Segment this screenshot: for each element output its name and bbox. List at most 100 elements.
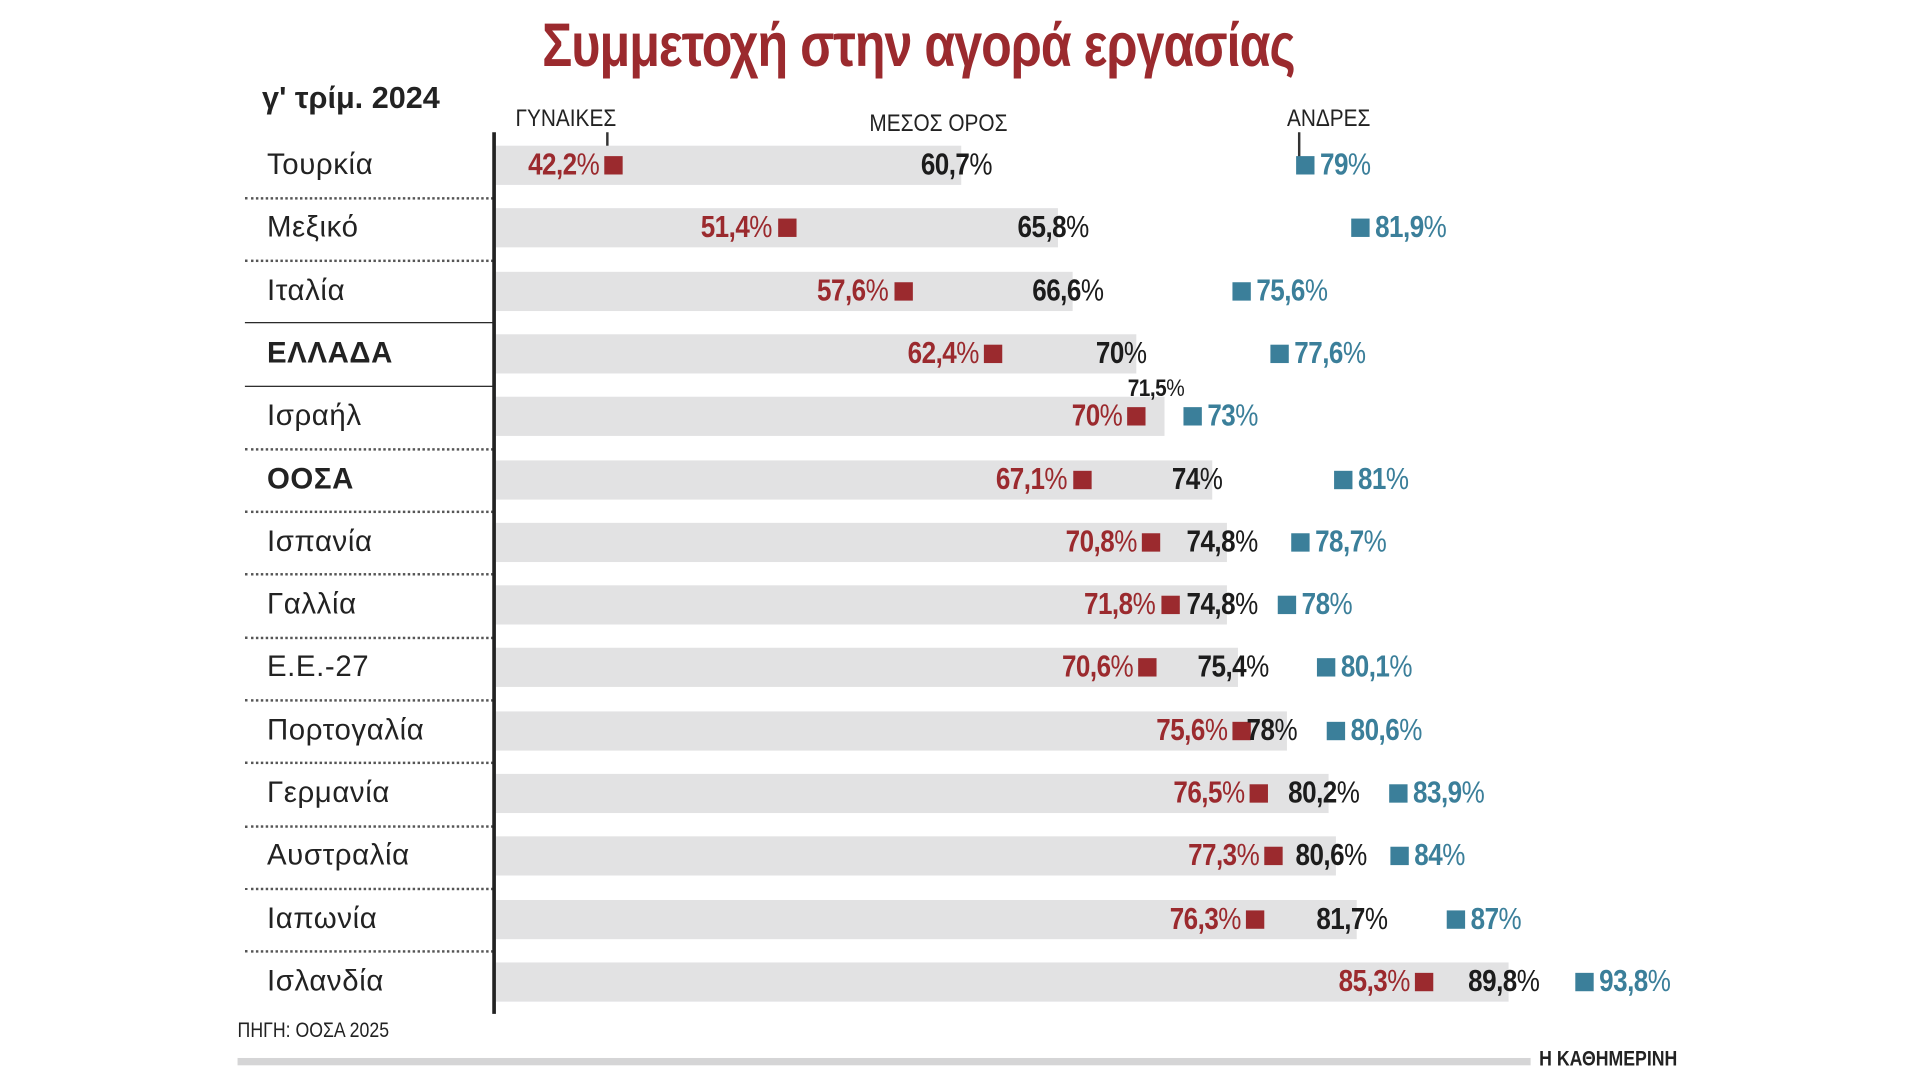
- men-marker: [1334, 470, 1353, 489]
- women-marker: [1415, 972, 1434, 992]
- value-text: 76,3: [1169, 901, 1218, 936]
- value-text: 79: [1320, 147, 1349, 182]
- value-text: 75,6: [1156, 712, 1205, 748]
- category-label: Γερμανία: [266, 776, 390, 810]
- value-text: 78,7: [1314, 524, 1364, 559]
- average-bar: [495, 585, 1227, 625]
- category-label: Ε.Ε.-27: [266, 650, 370, 684]
- men-value-label: 78%: [1302, 587, 1353, 623]
- value-text: 51,4: [700, 210, 750, 245]
- value-text: %: [1235, 398, 1259, 434]
- row-separator: [244, 762, 494, 765]
- value-text: 83,9: [1412, 775, 1462, 811]
- men-marker: [1326, 721, 1346, 740]
- value-text: %: [1386, 461, 1409, 496]
- value-text: %: [1336, 775, 1360, 811]
- women-value-label: 70,6%: [1061, 650, 1134, 686]
- men-value-label: 81%: [1358, 462, 1409, 498]
- row-separator: [244, 699, 494, 702]
- value-text: %: [1124, 335, 1147, 371]
- value-text: 60,7: [921, 147, 970, 182]
- chart-title: Συμμετοχή στην αγορά εργασίας: [542, 11, 1295, 80]
- value-text: %: [1399, 712, 1422, 748]
- value-text: 78: [1246, 712, 1275, 748]
- women-marker: [777, 218, 796, 238]
- value-text: 74,8: [1186, 524, 1236, 559]
- value-text: %: [1044, 461, 1068, 496]
- category-label: Τουρκία: [266, 148, 374, 182]
- value-text: 89,8: [1468, 964, 1518, 999]
- value-text: %: [1204, 712, 1228, 748]
- men-value-label: 83,9%: [1412, 775, 1485, 812]
- women-value-label: 71,8%: [1085, 587, 1157, 623]
- value-text: 70,6: [1061, 650, 1111, 685]
- value-text: 75,4: [1197, 650, 1247, 685]
- women-value-label: 57,6%: [817, 273, 889, 309]
- footer-rule: [237, 1057, 1531, 1066]
- row-separator: [244, 887, 494, 891]
- average-bar: [495, 711, 1288, 751]
- value-text: 70: [1096, 335, 1125, 371]
- value-text: %: [1517, 964, 1540, 999]
- value-text: %: [1221, 775, 1245, 811]
- men-value-label: 78,7%: [1314, 524, 1387, 560]
- value-text: 74: [1171, 461, 1200, 496]
- value-text: %: [956, 335, 979, 371]
- category-label: Ισπανία: [266, 525, 373, 559]
- women-marker: [1245, 909, 1265, 929]
- average-value-label: 74,8%: [1186, 524, 1258, 560]
- row-separator: [244, 824, 494, 828]
- chart-subtitle: γ' τρίμ. 2024: [262, 80, 440, 116]
- average-value-label: 66,6%: [1032, 273, 1104, 309]
- value-text: %: [1329, 587, 1353, 622]
- value-text: %: [576, 147, 600, 182]
- average-bar: [495, 522, 1227, 562]
- women-marker: [1161, 595, 1180, 615]
- value-text: %: [1166, 375, 1185, 403]
- value-text: %: [1099, 398, 1122, 434]
- value-text: 74,8: [1186, 587, 1236, 622]
- legend-women-pointer: [606, 132, 608, 157]
- men-marker: [1390, 847, 1410, 866]
- average-value-label: 70%: [1096, 336, 1147, 372]
- average-value-label: 81,7%: [1316, 901, 1388, 937]
- brand-logo: Η ΚΑΘΗΜΕΡΙΝΗ: [1539, 1046, 1678, 1071]
- value-text: %: [1389, 650, 1413, 685]
- value-text: %: [1274, 712, 1298, 748]
- value-text: %: [1235, 587, 1258, 622]
- men-value-label: 77,6%: [1294, 336, 1366, 372]
- women-value-label: 75,6%: [1156, 712, 1228, 749]
- women-value-label: 76,5%: [1173, 775, 1245, 812]
- category-label: Ιαπωνία: [266, 901, 378, 936]
- row-separator: [244, 259, 494, 262]
- value-text: %: [1246, 650, 1269, 685]
- men-marker: [1296, 156, 1316, 175]
- value-text: %: [1199, 461, 1222, 496]
- value-text: %: [749, 210, 773, 245]
- women-value-label: 76,3%: [1169, 901, 1241, 937]
- y-axis-line: [492, 132, 496, 1014]
- women-marker: [1249, 784, 1268, 803]
- men-value-label: 73%: [1208, 399, 1259, 435]
- value-text: 81,7: [1316, 901, 1365, 936]
- category-label: Ισραήλ: [266, 399, 362, 433]
- category-label: Ισλανδία: [266, 964, 384, 998]
- value-text: 42,2: [527, 147, 577, 182]
- men-value-label: 80,6%: [1351, 712, 1423, 749]
- men-marker: [1232, 281, 1252, 301]
- category-label: Γαλλία: [266, 587, 357, 621]
- women-value-label: 42,2%: [527, 147, 600, 184]
- value-text: %: [1110, 650, 1134, 685]
- men-value-label: 80,1%: [1341, 650, 1413, 686]
- average-value-label: 89,8%: [1468, 964, 1541, 1000]
- men-marker: [1388, 784, 1408, 803]
- women-marker: [604, 156, 623, 175]
- category-label: Ιταλία: [266, 273, 346, 307]
- value-text: %: [969, 147, 993, 182]
- value-text: %: [1461, 775, 1484, 811]
- average-value-label: 65,8%: [1017, 210, 1089, 246]
- women-marker: [1127, 407, 1146, 426]
- value-text: 80,1: [1341, 650, 1390, 685]
- legend-average: ΜΕΣΟΣ ΟΡΟΣ: [869, 110, 1008, 138]
